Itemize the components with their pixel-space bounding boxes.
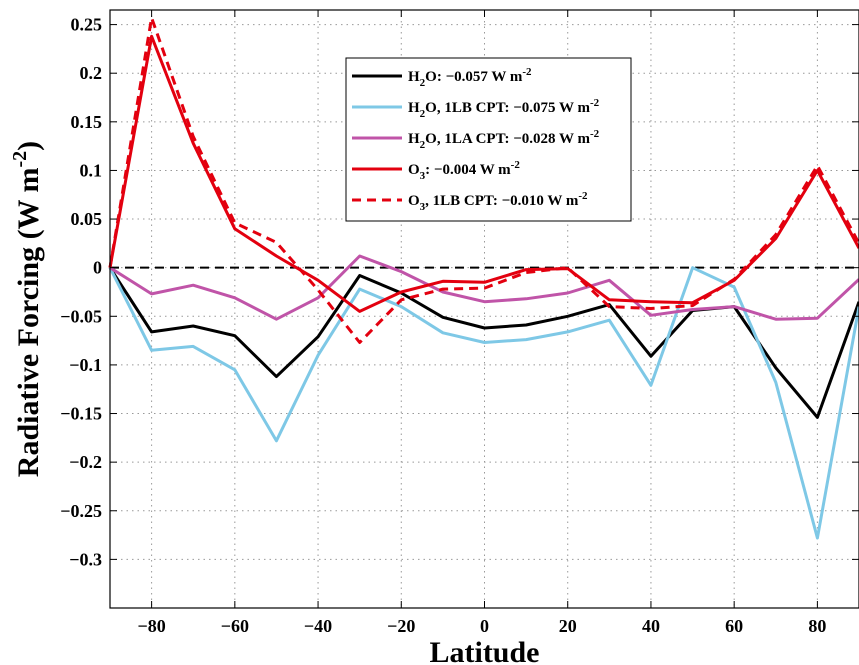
legend-label-part: H: [408, 69, 420, 85]
legend-label-part: -2: [590, 97, 600, 109]
series-lines: [108, 16, 859, 540]
legend-label-3: H2O, 1LA CPT: −0.028 W m-2: [408, 128, 600, 151]
legend-label-part: H: [408, 100, 420, 116]
legend-label-4: O3: −0.004 W m-2: [408, 159, 520, 182]
tick-labels: −80 −60 −40 −20 0 20 40 60 80 0.25 0.2 0.15 0.1 0.05 0…: [60, 15, 826, 636]
y-tick-label: 0.2: [80, 63, 103, 83]
y-axis-title-main: Radiative Forcing (W m: [12, 167, 45, 477]
x-tick-label: 20: [559, 616, 577, 636]
y-axis-title: Radiative Forcing (W m-2): [9, 141, 45, 477]
x-tick-label: −40: [304, 616, 332, 636]
legend-label-part: , 1LB CPT: −0.010 W m: [425, 193, 579, 209]
legend-label-2: H2O, 1LB CPT: −0.075 W m-2: [408, 97, 600, 120]
y-tick-label: −0.15: [60, 404, 102, 424]
legend-label-part: 2: [420, 77, 426, 89]
y-tick-label: −0.25: [60, 501, 102, 521]
x-tick-label: 80: [808, 616, 826, 636]
series-line-2: [108, 266, 859, 540]
legend-label-part: -2: [511, 159, 521, 171]
legend-label-part: -2: [522, 66, 532, 78]
y-tick-label: −0.3: [69, 549, 102, 569]
legend-label-part: 3: [420, 201, 426, 213]
legend-label-1: H2O: −0.057 W m-2: [408, 66, 532, 89]
y-tick-label: 0.1: [80, 160, 103, 180]
legend-label-5: O3, 1LB CPT: −0.010 W m-2: [408, 190, 588, 213]
legend-label-part: : −0.004 W m: [425, 162, 511, 178]
axis-ticks: [110, 10, 859, 608]
y-axis-title-sup: -2: [9, 151, 31, 168]
y-tick-label: 0.25: [71, 15, 103, 35]
x-tick-label: 40: [642, 616, 660, 636]
y-axis-title-end: ): [12, 141, 45, 151]
x-tick-label: −20: [387, 616, 415, 636]
x-tick-label: −60: [221, 616, 249, 636]
legend-label-part: 3: [420, 170, 426, 182]
y-tick-label: −0.1: [69, 355, 102, 375]
series-line-5: [108, 16, 859, 344]
series-line-3: [109, 254, 859, 321]
legend-label-part: O: [408, 162, 420, 178]
y-tick-label: 0.15: [71, 112, 103, 132]
legend-label-part: O: [408, 193, 420, 209]
y-tick-label: −0.05: [60, 306, 102, 326]
x-tick-label: 0: [480, 616, 489, 636]
legend-label-part: O: −0.057 W m: [425, 69, 523, 85]
legend-label-part: O, 1LB CPT: −0.075 W m: [425, 100, 590, 116]
y-tick-label: 0: [93, 258, 102, 278]
legend-label-part: 2: [420, 139, 426, 151]
y-tick-label: 0.05: [71, 209, 103, 229]
x-tick-label: 60: [725, 616, 743, 636]
legend-label-part: O, 1LA CPT: −0.028 W m: [425, 131, 590, 147]
x-axis-title: Latitude: [429, 636, 539, 665]
legend-label-part: -2: [590, 128, 600, 140]
legend-label-part: 2: [420, 108, 426, 120]
x-tick-label: −80: [137, 616, 165, 636]
y-tick-label: −0.2: [69, 452, 102, 472]
legend-label-part: -2: [578, 190, 588, 202]
legend-label-part: H: [408, 131, 420, 147]
